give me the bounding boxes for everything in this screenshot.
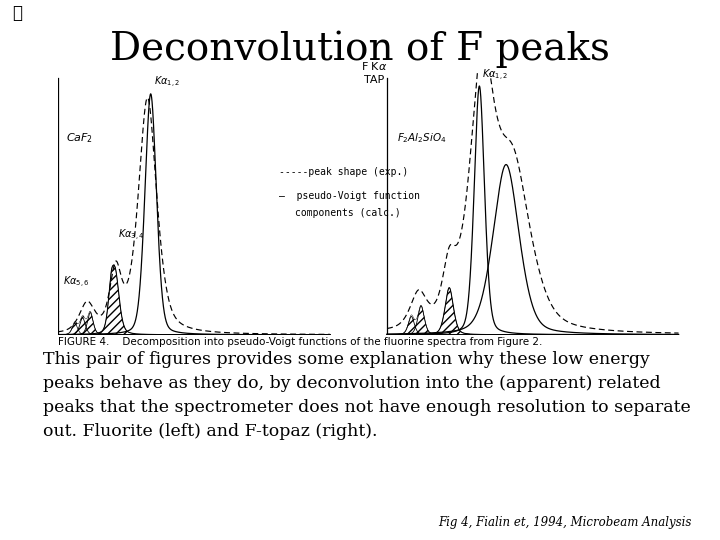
Text: Deconvolution of F peaks: Deconvolution of F peaks xyxy=(110,31,610,68)
Text: —  pseudo-Voigt function: — pseudo-Voigt function xyxy=(279,191,420,201)
Bar xyxy=(0,0,35,26)
Text: $K\alpha_{1,2}$: $K\alpha_{1,2}$ xyxy=(482,68,508,83)
Text: TAP: TAP xyxy=(364,75,384,85)
Text: $K\alpha_{3,4}$: $K\alpha_{3,4}$ xyxy=(117,228,144,243)
Text: F K$\alpha$: F K$\alpha$ xyxy=(361,59,387,72)
Text: components (calc.): components (calc.) xyxy=(295,208,401,218)
Text: $K\alpha_{1,2}$: $K\alpha_{1,2}$ xyxy=(154,75,180,90)
Text: $F_2Al_2SiO_4$: $F_2Al_2SiO_4$ xyxy=(397,131,446,145)
Text: This pair of figures provides some explanation why these low energy
peaks behave: This pair of figures provides some expla… xyxy=(43,351,691,441)
Text: $K\alpha_{5,6}$: $K\alpha_{5,6}$ xyxy=(63,275,89,290)
Text: 🦡: 🦡 xyxy=(12,4,22,22)
Text: FIGURE 4.    Decomposition into pseudo-Voigt functions of the fluorine spectra f: FIGURE 4. Decomposition into pseudo-Voig… xyxy=(58,336,542,347)
Text: Fig 4, Fialin et, 1994, Microbeam Analysis: Fig 4, Fialin et, 1994, Microbeam Analys… xyxy=(438,516,691,529)
Text: $CaF_2$: $CaF_2$ xyxy=(66,131,93,145)
Text: UW-Madison Geology  777: UW-Madison Geology 777 xyxy=(40,6,212,19)
Text: -----peak shape (exp.): -----peak shape (exp.) xyxy=(279,167,409,178)
